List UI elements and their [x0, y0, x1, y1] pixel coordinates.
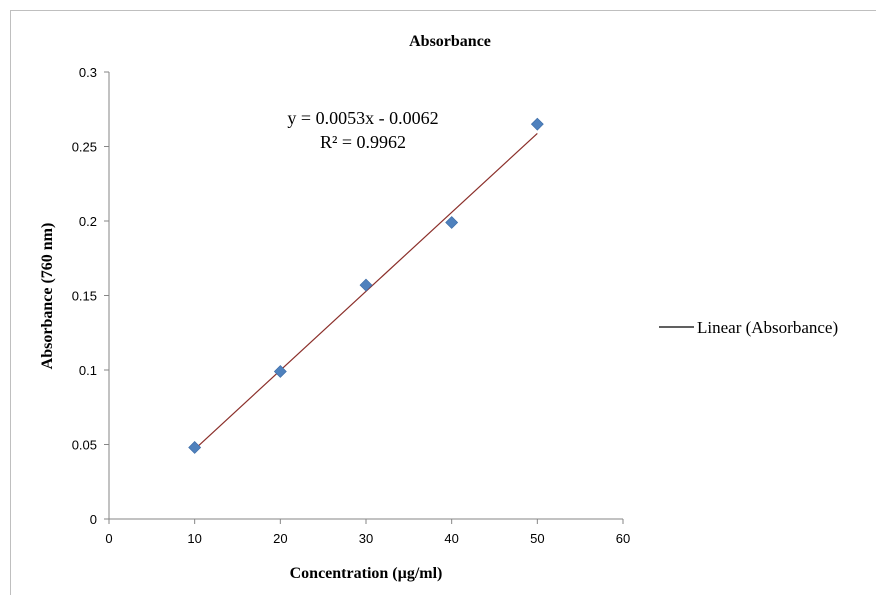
- x-axis-ticks: 0 10 20 30 40 50 60: [105, 519, 630, 546]
- y-tick-label: 0.1: [79, 363, 97, 378]
- x-tick-label: 60: [616, 531, 630, 546]
- chart-frame: [10, 10, 876, 595]
- x-tick-label: 0: [105, 531, 112, 546]
- y-tick-label: 0.2: [79, 214, 97, 229]
- y-tick-label: 0.3: [79, 65, 97, 80]
- trendline-equation: y = 0.0053x - 0.0062: [287, 108, 438, 128]
- legend-label: Linear (Absorbance): [697, 318, 838, 337]
- y-tick-label: 0: [90, 512, 97, 527]
- data-point: [530, 117, 544, 131]
- y-tick-label: 0.15: [72, 289, 97, 304]
- y-tick-label: 0.25: [72, 140, 97, 155]
- chart-title: Absorbance: [409, 33, 491, 50]
- x-axis-title: Concentration (µg/ml): [290, 565, 443, 582]
- x-tick-label: 20: [273, 531, 287, 546]
- data-point: [445, 216, 459, 229]
- data-point: [359, 278, 373, 292]
- data-points: [188, 117, 544, 454]
- data-point: [273, 365, 287, 378]
- x-tick-label: 30: [359, 531, 373, 546]
- y-axis-title: Absorbance (760 nm): [39, 223, 56, 370]
- data-point: [188, 441, 202, 454]
- x-tick-label: 50: [530, 531, 544, 546]
- x-tick-label: 40: [444, 531, 458, 546]
- y-axis-ticks: 0 0.05 0.1 0.15 0.2 0.25 0.3: [72, 65, 109, 527]
- y-tick-label: 0.05: [72, 438, 97, 453]
- x-tick-label: 10: [187, 531, 201, 546]
- trendline-r-squared: R² = 0.9962: [320, 132, 406, 152]
